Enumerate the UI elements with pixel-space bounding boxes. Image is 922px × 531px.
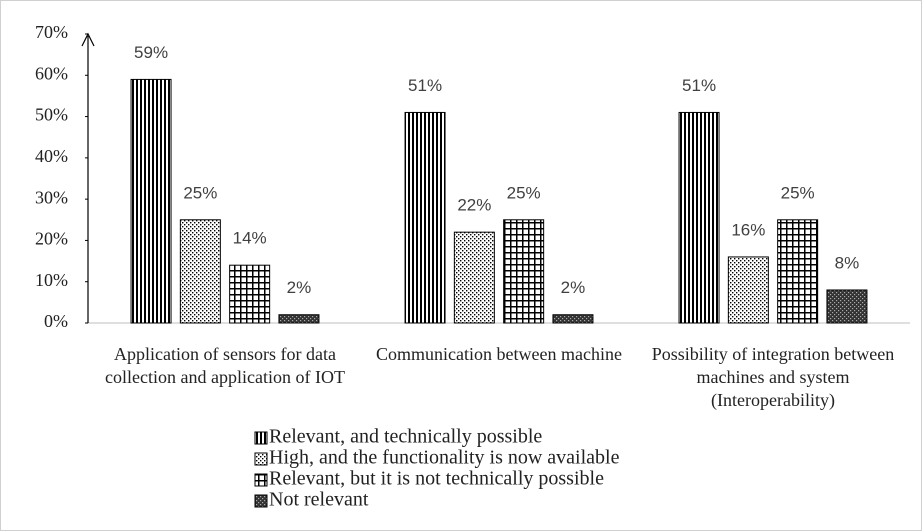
- data-label: 59%: [134, 43, 168, 62]
- legend-swatch: [254, 452, 268, 466]
- legend-swatch: [254, 473, 268, 487]
- legend-label: Not relevant: [269, 489, 369, 511]
- legend-label: Relevant, and technically possible: [269, 426, 542, 448]
- legend-swatch: [254, 494, 268, 508]
- y-tick-label: 0%: [44, 311, 68, 331]
- data-label: 2%: [561, 278, 586, 297]
- bar: [552, 314, 594, 324]
- data-label: 25%: [781, 183, 815, 202]
- data-label: 25%: [183, 183, 217, 202]
- y-tick-label: 50%: [35, 105, 68, 125]
- bar: [130, 78, 172, 324]
- legend-label: High, and the functionality is now avail…: [269, 447, 620, 469]
- x-tick-label: Communication between machine: [376, 344, 622, 364]
- data-label: 8%: [835, 253, 860, 272]
- data-label: 16%: [731, 220, 765, 239]
- data-label: 2%: [287, 278, 312, 297]
- data-label: 14%: [233, 229, 267, 248]
- bar: [278, 314, 320, 324]
- bar: [179, 219, 221, 324]
- bar: [777, 219, 819, 324]
- y-tick-label: 30%: [35, 187, 68, 207]
- legend-swatch: [254, 431, 268, 445]
- y-tick-label: 20%: [35, 229, 68, 249]
- x-tick-label: Possibility of integration between machi…: [651, 344, 895, 410]
- data-label: 51%: [682, 76, 716, 95]
- bar: [229, 264, 271, 324]
- data-label: 25%: [507, 183, 541, 202]
- legend-label: Relevant, but it is not technically poss…: [269, 468, 604, 490]
- bar: [678, 111, 720, 324]
- bar: [503, 219, 545, 324]
- y-tick-label: 10%: [35, 270, 68, 290]
- bar: [404, 111, 446, 324]
- bar: [826, 289, 868, 324]
- bar: [453, 231, 495, 324]
- y-tick-label: 40%: [35, 146, 68, 166]
- y-tick-label: 70%: [35, 22, 68, 42]
- data-label: 51%: [408, 76, 442, 95]
- bar: [727, 256, 769, 324]
- data-label: 22%: [457, 196, 491, 215]
- x-tick-label: Application of sensors for data collecti…: [105, 344, 345, 387]
- y-tick-label: 60%: [35, 63, 68, 83]
